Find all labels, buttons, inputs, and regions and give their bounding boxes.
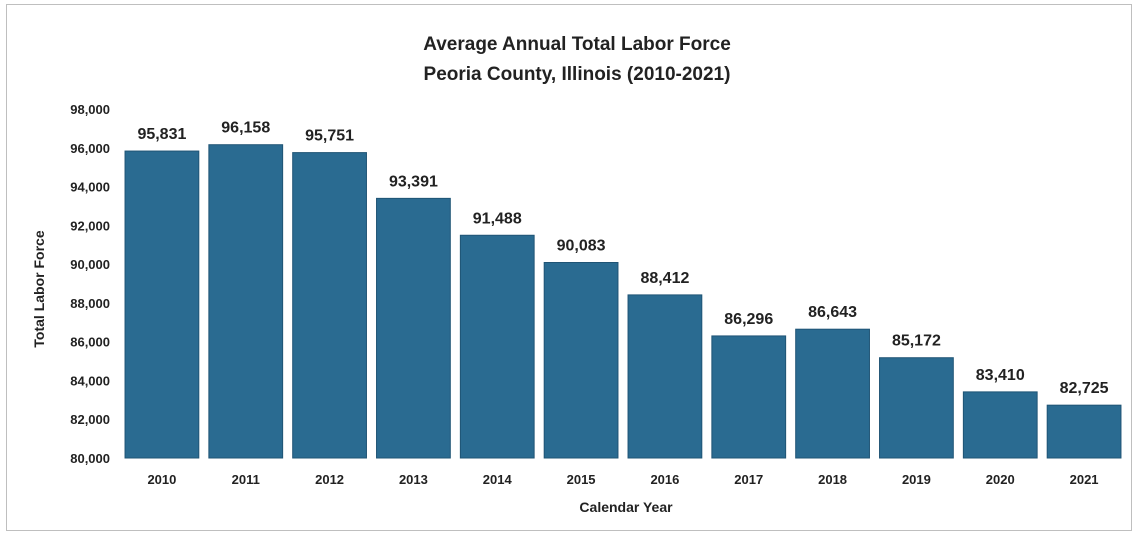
y-axis-label: Total Labor Force (31, 230, 47, 347)
data-label-2017: 86,296 (724, 311, 773, 328)
y-tick-label: 90,000 (70, 257, 110, 272)
y-tick-label: 88,000 (70, 296, 110, 311)
bar-2019 (879, 357, 954, 459)
data-label-2011: 96,158 (221, 120, 270, 137)
x-axis-label: Calendar Year (579, 499, 673, 515)
x-tick-label: 2016 (650, 472, 679, 487)
data-label-2021: 82,725 (1060, 380, 1109, 397)
x-tick-label: 2021 (1070, 472, 1099, 487)
data-label-2018: 86,643 (808, 304, 857, 321)
bar-2013 (376, 197, 451, 459)
data-label-2019: 85,172 (892, 333, 941, 350)
y-tick-label: 84,000 (70, 373, 110, 388)
x-tick-label: 2012 (315, 472, 344, 487)
x-tick-label: 2015 (567, 472, 596, 487)
y-tick-label: 96,000 (70, 141, 110, 156)
data-label-2020: 83,410 (976, 367, 1025, 384)
x-tick-label: 2018 (818, 472, 847, 487)
bars-group: 95,831 96,158 95,751 93,391 91,488 90,083 88,4… (124, 120, 1122, 459)
bar-2021 (1046, 404, 1122, 459)
data-label-2015: 90,083 (557, 238, 606, 255)
x-tick-label: 2011 (232, 472, 260, 487)
chart-title: Average Annual Total Labor Force (423, 34, 731, 55)
y-tick-label: 82,000 (70, 412, 110, 427)
chart-frame: Average Annual Total Labor Force Peoria … (6, 4, 1132, 531)
x-tick-label: 2020 (986, 472, 1015, 487)
data-label-2016: 88,412 (640, 270, 689, 287)
y-tick-label: 86,000 (70, 335, 110, 350)
bar-2011 (208, 144, 284, 459)
bar-2018 (795, 328, 870, 459)
y-tick-label: 94,000 (70, 180, 110, 195)
bar-chart: Average Annual Total Labor Force Peoria … (31, 34, 1122, 515)
y-tick-label: 92,000 (70, 218, 110, 233)
bar-2010 (124, 150, 200, 459)
chart-subtitle: Peoria County, Illinois (2010-2021) (424, 64, 731, 85)
bar-2015 (543, 262, 619, 459)
data-label-2012: 95,751 (305, 128, 354, 145)
y-tick-label: 80,000 (70, 451, 110, 466)
data-label-2014: 91,488 (473, 210, 522, 227)
y-tick-label: 98,000 (70, 102, 110, 117)
x-axis-ticks: 2010 2011 2012 2013 2014 2015 2016 2017 2018 2019… (147, 472, 1098, 487)
data-label-2013: 93,391 (389, 173, 438, 190)
y-axis-ticks: 80,000 82,000 84,000 86,000 88,000 90,000 92,0… (70, 102, 110, 466)
bar-2017 (711, 335, 787, 459)
bar-2016 (627, 294, 703, 459)
x-tick-label: 2014 (483, 472, 513, 487)
x-tick-label: 2013 (399, 472, 428, 487)
x-tick-label: 2010 (147, 472, 176, 487)
bar-2012 (292, 152, 367, 459)
data-label-2010: 95,831 (137, 126, 186, 143)
bar-2020 (962, 391, 1038, 459)
bar-2014 (459, 234, 535, 459)
x-tick-label: 2019 (902, 472, 931, 487)
x-tick-label: 2017 (734, 472, 763, 487)
